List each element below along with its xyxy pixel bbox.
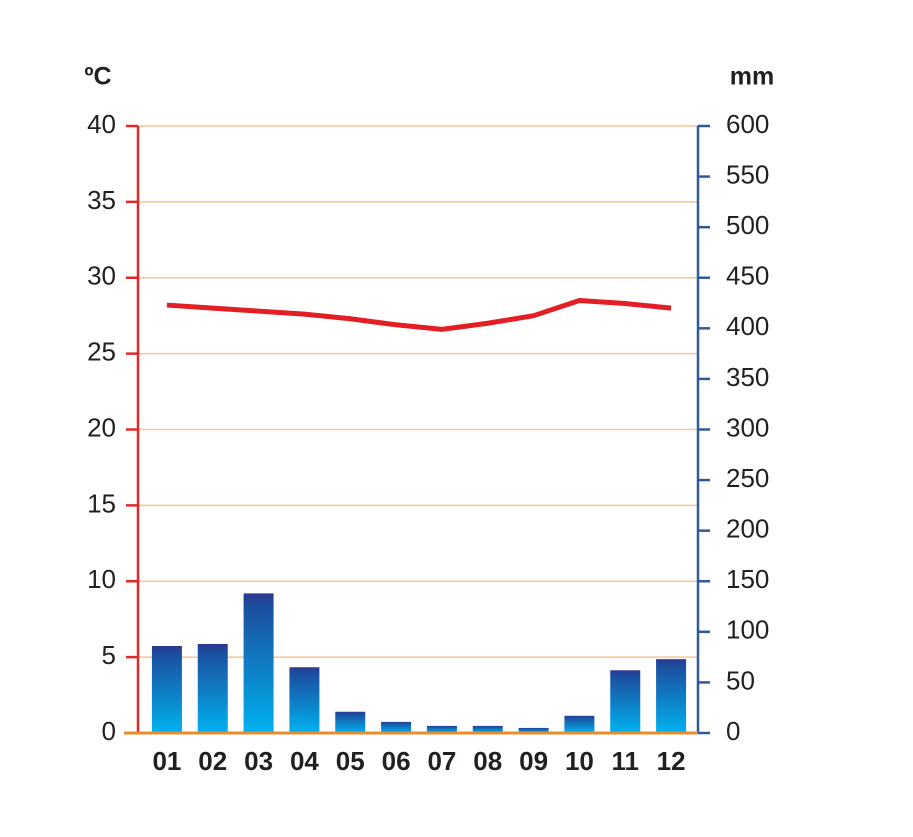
y2-tick-label: 0 (726, 716, 740, 746)
y2-tick-label: 100 (726, 615, 769, 645)
bar (381, 721, 412, 733)
y-tick-label: 40 (87, 109, 116, 139)
y2-tick-label: 50 (726, 665, 755, 695)
x-tick-label: 01 (152, 746, 181, 776)
x-tick-label: 03 (244, 746, 273, 776)
y-tick-label: 25 (87, 337, 116, 367)
y-tick-label: 35 (87, 185, 116, 215)
y2-tick-label: 550 (726, 159, 769, 189)
y2-tick-label: 400 (726, 311, 769, 341)
bar (564, 715, 595, 733)
bar (289, 667, 320, 733)
y2-tick-label: 450 (726, 261, 769, 291)
y2-tick-label: 250 (726, 463, 769, 493)
y2-tick-label: 500 (726, 210, 769, 240)
x-tick-label: 06 (382, 746, 411, 776)
bar (518, 727, 549, 733)
bar (656, 659, 687, 733)
bar (197, 643, 228, 733)
bar (610, 670, 641, 733)
y2-tick-label: 200 (726, 514, 769, 544)
y-tick-label: 0 (102, 716, 116, 746)
y2-unit: mm (730, 63, 774, 91)
bar (426, 725, 457, 733)
x-tick-label: 12 (657, 746, 686, 776)
x-tick-label: 10 (565, 746, 594, 776)
bar (151, 645, 182, 733)
y-tick-label: 20 (87, 412, 116, 442)
y-tick-label: 30 (87, 261, 116, 291)
x-tick-label: 02 (198, 746, 227, 776)
y-tick-label: 5 (102, 640, 116, 670)
bar (335, 711, 366, 733)
line (166, 298, 672, 332)
x-tick-label: 09 (519, 746, 548, 776)
y2-tick-label: 350 (726, 362, 769, 392)
y-tick-label: 10 (87, 564, 116, 594)
y2-tick-label: 300 (726, 412, 769, 442)
y-tick-label: 15 (87, 488, 116, 518)
bar (243, 593, 274, 733)
y-unit: ºC (84, 63, 111, 91)
x-tick-label: 04 (290, 746, 319, 776)
x-tick-label: 08 (473, 746, 502, 776)
x-tick-label: 11 (612, 746, 640, 776)
y2-tick-label: 600 (726, 109, 769, 139)
x-tick-label: 07 (427, 746, 456, 776)
bar (472, 725, 503, 733)
y2-tick-label: 150 (726, 564, 769, 594)
x-tick-label: 05 (336, 746, 365, 776)
